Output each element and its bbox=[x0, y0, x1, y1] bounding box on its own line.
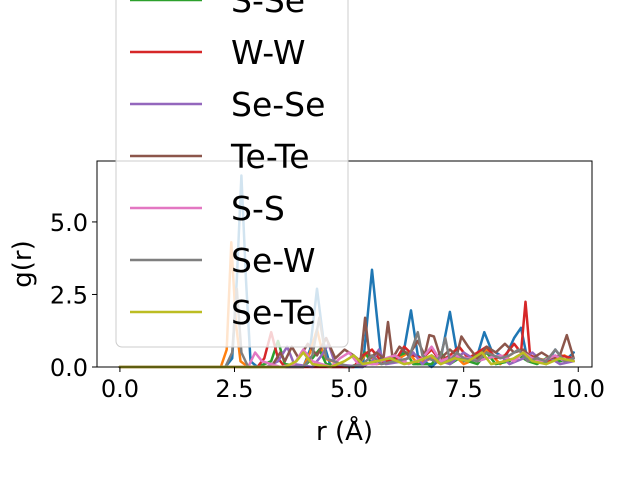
y-axis: 0.0 2.5 5.0 bbox=[50, 209, 97, 382]
legend-label-w-w: W-W bbox=[231, 33, 306, 72]
x-tick-label: 10.0 bbox=[552, 375, 605, 403]
x-tick-label: 5.0 bbox=[330, 375, 368, 403]
legend-items: S-Se W-W Se-Se Te-Te S-S Se-W Se-Te bbox=[130, 0, 325, 332]
legend-label-s-s: S-S bbox=[231, 189, 285, 228]
x-tick-label: 7.5 bbox=[445, 375, 483, 403]
x-axis-label: r (Å) bbox=[316, 415, 373, 447]
legend-label-se-te: Se-Te bbox=[231, 293, 316, 332]
legend-label-se-w: Se-W bbox=[231, 241, 315, 280]
x-axis: 0.0 2.5 5.0 7.5 10.0 bbox=[101, 367, 605, 403]
legend-label-te-te: Te-Te bbox=[230, 137, 310, 176]
legend-label-se-se: Se-Se bbox=[231, 85, 325, 124]
y-tick-label: 5.0 bbox=[50, 209, 88, 237]
legend: S-Se W-W Se-Se Te-Te S-S Se-W Se-Te bbox=[115, 0, 349, 348]
y-tick-label: 0.0 bbox=[50, 354, 88, 382]
series-line-se-te bbox=[118, 351, 575, 369]
x-tick-label: 0.0 bbox=[101, 375, 139, 403]
y-axis-label: g(r) bbox=[8, 240, 38, 287]
legend-label-s-se: S-Se bbox=[231, 0, 305, 20]
y-tick-label: 2.5 bbox=[50, 281, 88, 309]
x-tick-label: 2.5 bbox=[215, 375, 253, 403]
